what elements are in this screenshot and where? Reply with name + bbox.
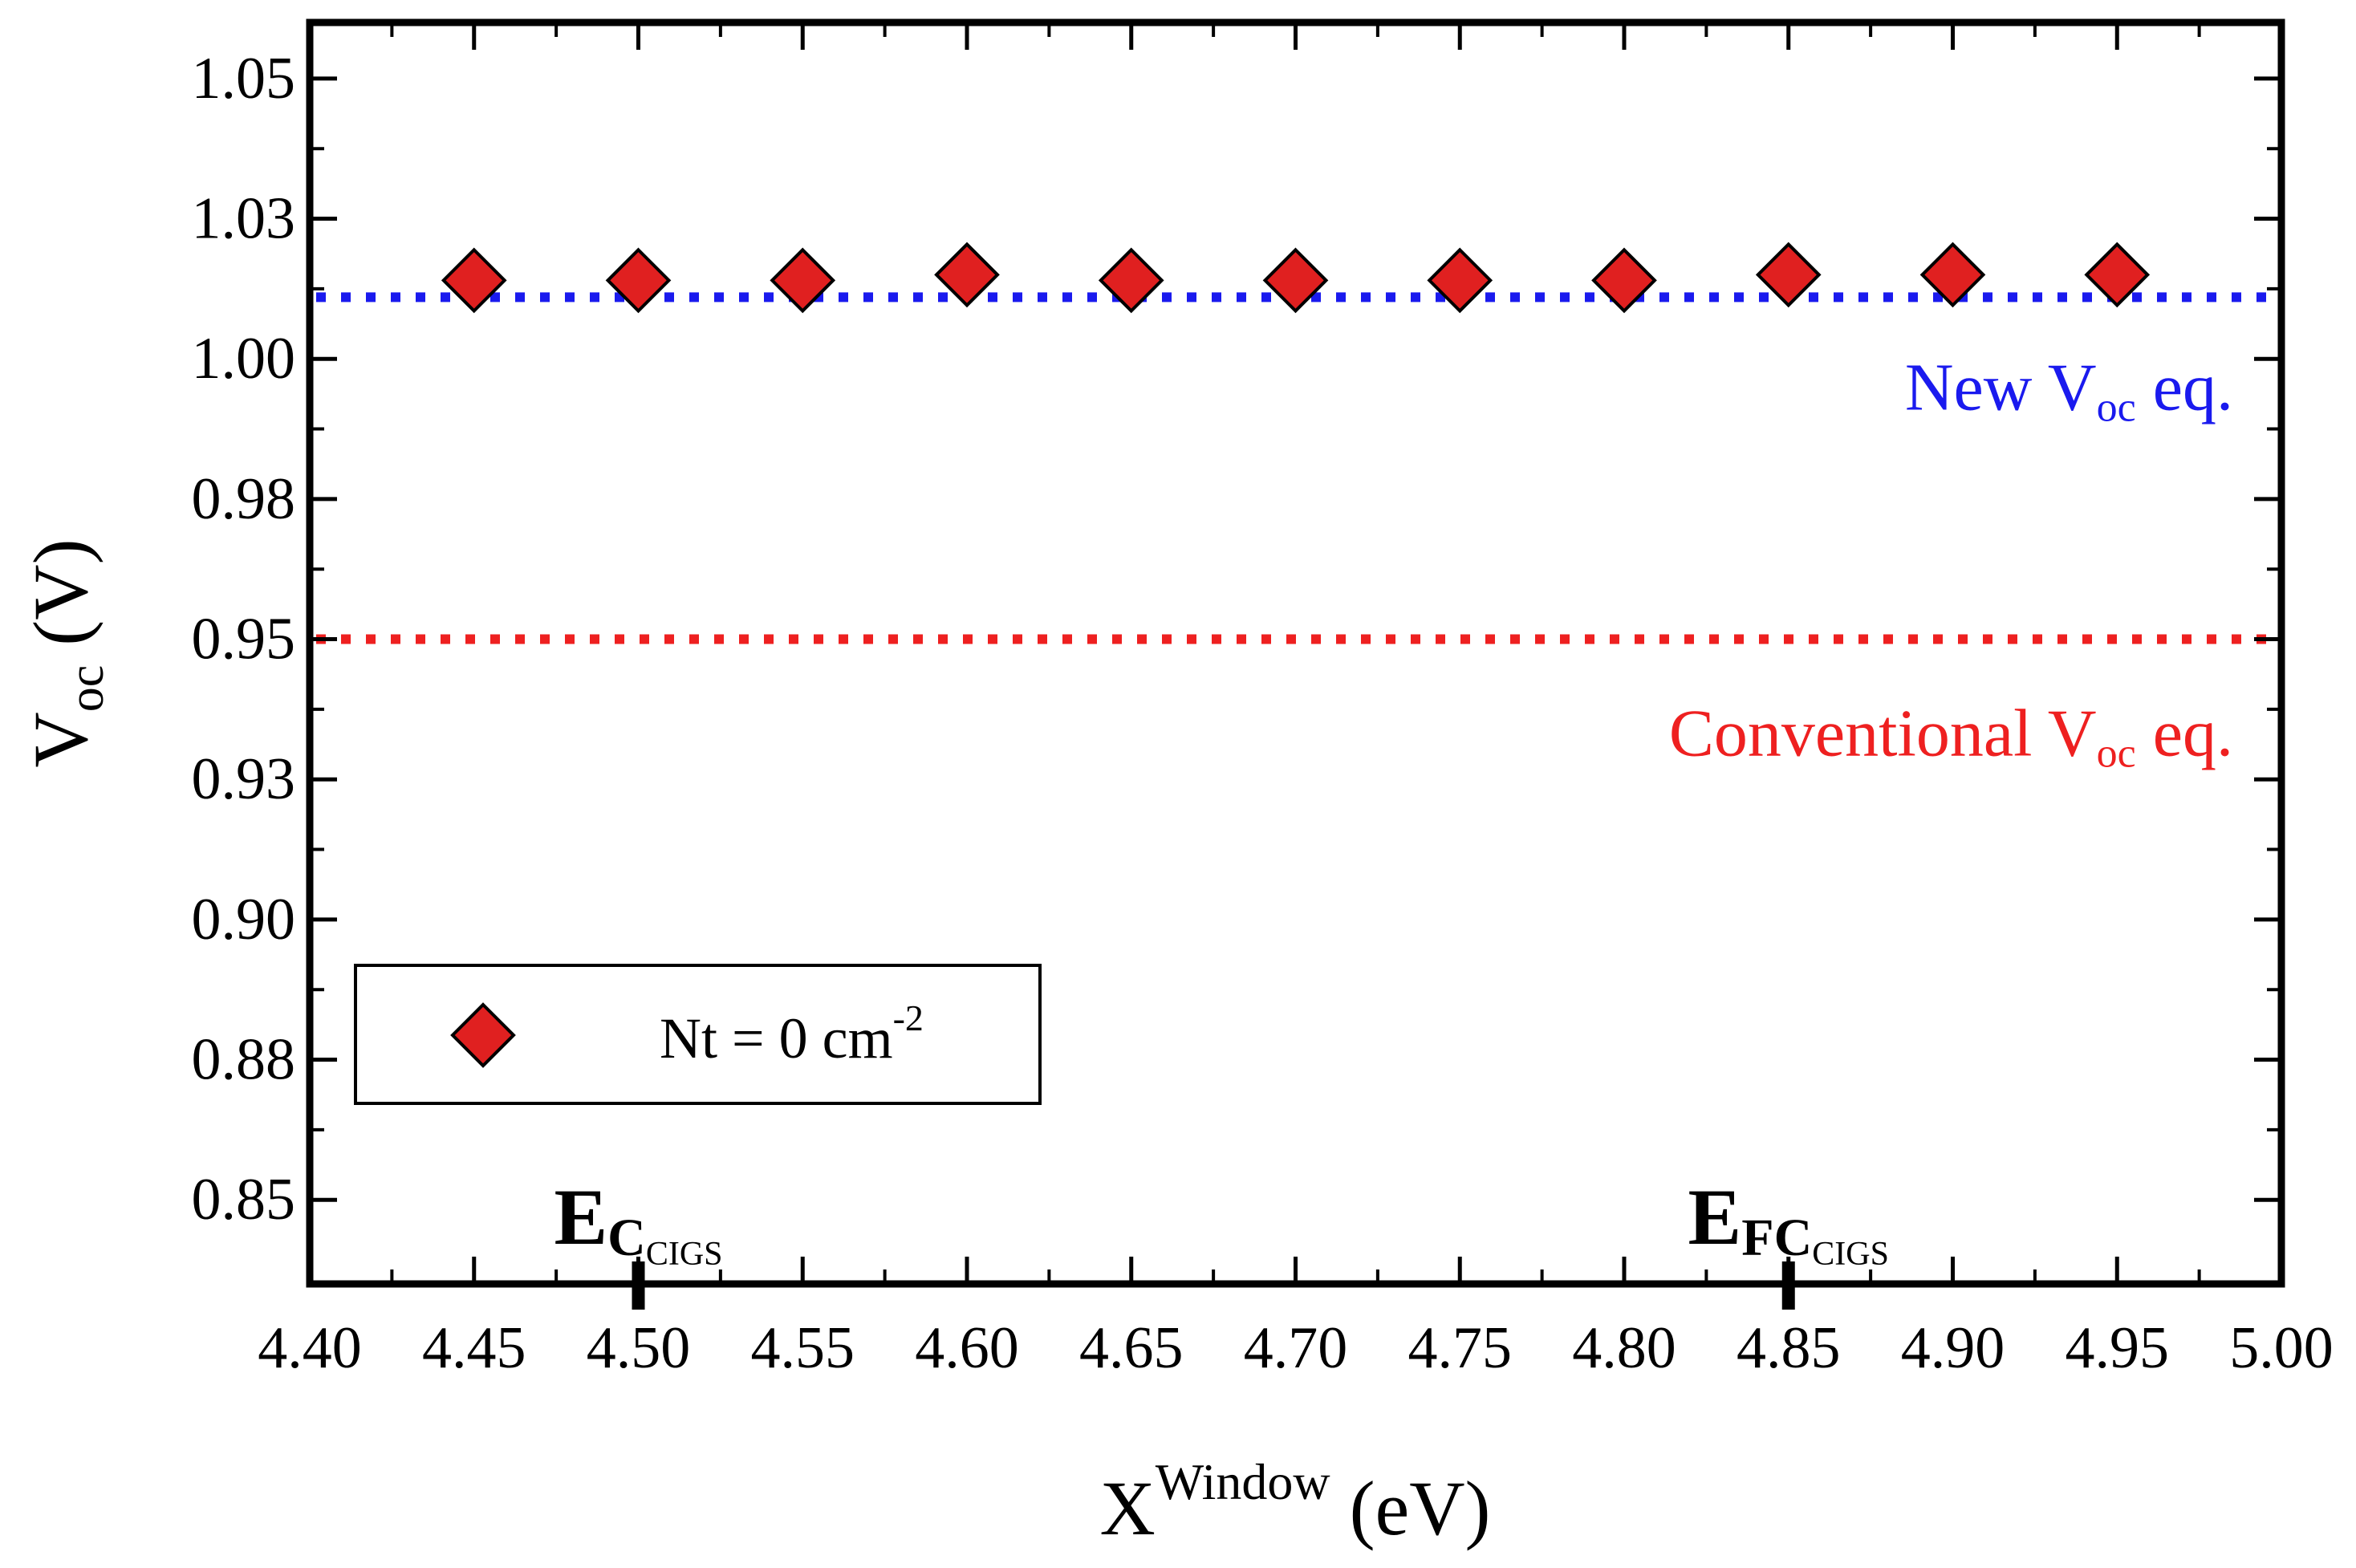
efc-cigs-label: EFCCIGS: [1688, 1172, 1889, 1273]
x-tick-label: 5.00: [2229, 1315, 2334, 1381]
y-tick-labels: 0.85 0.88 0.90 0.93 0.95 0.98 1.00 1.03 1.05: [192, 46, 296, 1233]
x-axis-title-main: X: [1099, 1465, 1155, 1551]
y-tick-label: 0.98: [192, 466, 296, 532]
y-tick-label: 0.90: [192, 887, 296, 953]
data-point: [1262, 247, 1329, 314]
x-tick-label: 4.80: [1572, 1315, 1676, 1381]
data-point: [1919, 242, 1986, 308]
x-tick-labels: 4.40 4.45 4.50 4.55 4.60 4.65 4.70 4.75 4.80 4.85…: [258, 1315, 2334, 1381]
data-point: [1427, 247, 1493, 314]
x-tick-label: 4.50: [587, 1315, 691, 1381]
efc-cigs-label-sub: FC: [1741, 1208, 1812, 1267]
y-axis-title-sub: oc: [59, 665, 114, 713]
data-point: [770, 247, 836, 314]
data-point: [2084, 242, 2151, 308]
conventional-voc-line-label: Conventional Voc eq.: [1669, 697, 2233, 777]
data-point: [441, 247, 507, 314]
y-tick-label: 0.95: [192, 607, 296, 672]
y-axis-title-unit: (V): [18, 538, 104, 664]
data-point: [605, 247, 672, 314]
x-tick-label: 4.75: [1408, 1315, 1513, 1381]
y-axis-title-main: V: [18, 712, 104, 767]
y-tick-label: 0.93: [192, 746, 296, 812]
x-tick-label: 4.95: [2066, 1315, 2170, 1381]
x-tick-label: 4.45: [422, 1315, 526, 1381]
new-voc-line-label-tail: eq.: [2136, 350, 2233, 424]
legend-label-sup: -2: [893, 997, 924, 1038]
x-tick-label: 4.90: [1901, 1315, 2005, 1381]
x-axis-title: XWindow (eV): [1099, 1453, 1490, 1551]
ec-cigs-label-subsub: CIGS: [646, 1236, 723, 1273]
efc-cigs-label-subsub: CIGS: [1812, 1236, 1889, 1273]
ec-cigs-label-main: E: [554, 1172, 607, 1261]
conventional-voc-line-label-tail: eq.: [2136, 697, 2233, 771]
y-tick-label: 1.03: [192, 186, 296, 252]
axis-titles: XWindow (eV) Voc (V): [18, 538, 1491, 1551]
conventional-voc-line-label-sub: oc: [2097, 731, 2136, 777]
data-point: [1591, 247, 1657, 314]
x-tick-label: 4.55: [751, 1315, 855, 1381]
x-axis-title-unit: (eV): [1330, 1465, 1491, 1551]
new-voc-line-label-main: New V: [1905, 350, 2097, 424]
new-voc-line-label-sub: oc: [2097, 384, 2136, 430]
x-axis-title-sup: Window: [1156, 1453, 1330, 1510]
plot-frame: [306, 18, 2285, 1288]
x-tick-label: 4.85: [1737, 1315, 1841, 1381]
x-tick-label: 4.65: [1079, 1315, 1184, 1381]
legend-label: Nt = 0 cm-2: [660, 997, 924, 1070]
data-point: [934, 242, 1000, 308]
x-tick-label: 4.60: [915, 1315, 1019, 1381]
legend-marker: [450, 1002, 516, 1068]
y-tick-label: 1.00: [192, 326, 296, 392]
y-tick-label: 1.05: [192, 46, 296, 112]
x-tick-label: 4.40: [258, 1315, 362, 1381]
ec-cigs-label: ECCIGS: [554, 1172, 722, 1273]
legend-label-main: Nt = 0 cm: [660, 1006, 893, 1070]
ec-cigs-label-sub: C: [607, 1208, 646, 1267]
data-point: [1098, 247, 1164, 314]
y-tick-label: 0.88: [192, 1027, 296, 1093]
efc-cigs-label-main: E: [1688, 1172, 1742, 1261]
y-axis-title: Voc (V): [18, 538, 114, 767]
conventional-voc-line-label-main: Conventional V: [1669, 697, 2097, 771]
new-voc-line-label: New Voc eq.: [1905, 350, 2233, 430]
legend: Nt = 0 cm-2: [354, 964, 1042, 1105]
x-tick-label: 4.70: [1244, 1315, 1348, 1381]
x-markers: ECCIGS EFCCIGS: [554, 1172, 1889, 1310]
y-tick-label: 0.85: [192, 1167, 296, 1233]
data-point: [1755, 242, 1822, 308]
data-points: [441, 242, 2151, 314]
